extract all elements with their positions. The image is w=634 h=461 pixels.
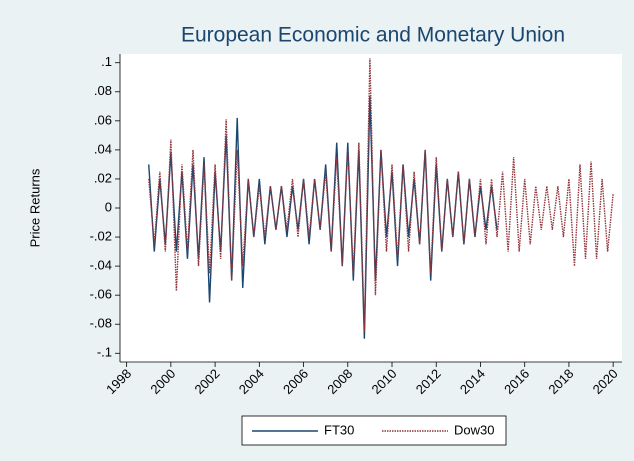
legend-label: FT30 <box>324 422 354 437</box>
y-tick-label: -.02 <box>90 228 112 243</box>
series-line <box>148 58 614 332</box>
y-tick-label: .02 <box>94 170 112 185</box>
y-tick-label: 0 <box>105 199 112 214</box>
y-tick-label: -.08 <box>90 316 112 331</box>
y-tick-label: .06 <box>94 112 112 127</box>
y-tick-label: -.1 <box>97 345 112 360</box>
y-axis-label: Price Returns <box>27 168 42 247</box>
legend-label: Dow30 <box>454 422 494 437</box>
y-tick-label: .08 <box>94 83 112 98</box>
y-tick-label: .04 <box>94 141 112 156</box>
chart-title: European Economic and Monetary Union <box>181 24 565 47</box>
y-tick-label: -.04 <box>90 258 112 273</box>
y-tick-label: -.06 <box>90 287 112 302</box>
y-tick-label: .1 <box>101 54 112 69</box>
